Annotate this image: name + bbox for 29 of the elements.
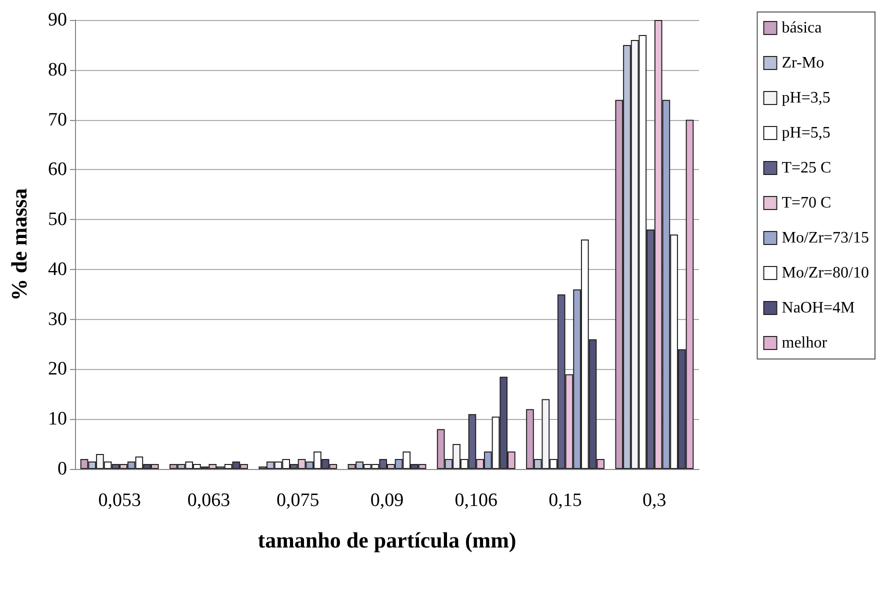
y-tick-label: 10 (48, 408, 67, 430)
y-tick-label: 60 (48, 159, 67, 180)
y-tick-label: 50 (48, 209, 67, 230)
legend-label: melhor (782, 334, 828, 352)
y-tick-label: 30 (48, 308, 67, 330)
y-tick-label: 90 (48, 10, 67, 30)
legend-label: NaOH=4M (782, 300, 855, 316)
legend-label: Mo/Zr=80/10 (782, 264, 870, 282)
y-tick-label: 80 (48, 59, 67, 80)
y-tick-label: 0 (58, 458, 67, 480)
x-tick-label: 0,3 (642, 490, 666, 511)
x-tick-label: 0,106 (454, 490, 498, 511)
legend-label: pH=5,5 (782, 124, 830, 142)
legend-label: T=25 C (782, 160, 832, 176)
legend-label: Zr-Mo (782, 54, 824, 72)
legend-label: pH=3,5 (782, 90, 830, 106)
x-tick-label: 0,09 (370, 490, 404, 511)
y-axis-title: % de massa (6, 188, 32, 301)
y-tick-label: 40 (48, 258, 67, 280)
x-tick-label: 0,063 (187, 490, 230, 511)
legend-label: Mo/Zr=73/15 (782, 230, 870, 246)
y-tick-label: 20 (48, 358, 67, 380)
y-tick-label: 70 (48, 109, 67, 130)
x-tick-label: 0,053 (98, 490, 141, 511)
x-tick-label: 0,15 (548, 490, 582, 511)
legend-label: básica (782, 20, 822, 36)
x-tick-label: 0,075 (276, 490, 320, 511)
x-axis-title: tamanho de partícula (mm) (258, 528, 516, 552)
legend-label: T=70 C (782, 194, 832, 212)
